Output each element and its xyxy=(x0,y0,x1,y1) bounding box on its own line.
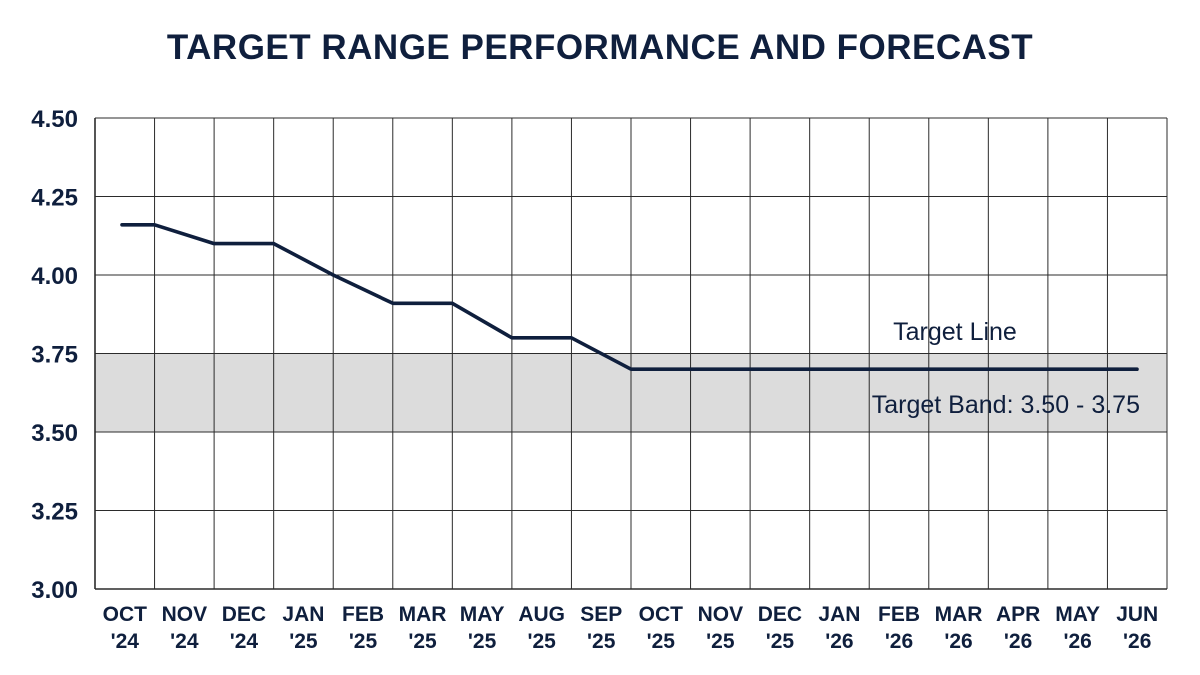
x-tick-label-month: MAY xyxy=(460,603,505,626)
x-axis: OCT '24 NOV '24 DEC '24 JAN '25 FEB '25 MAR '25 MAY '… xyxy=(103,603,1159,653)
x-tick-label-year: '26 xyxy=(825,630,853,653)
y-tick-label: 3.25 xyxy=(31,499,78,526)
annotation-layer: Target Line Target Band: 3.50 - 3.75 xyxy=(872,318,1140,419)
x-tick-label-year: '26 xyxy=(944,630,972,653)
x-tick-label-year: '25 xyxy=(468,630,497,653)
x-tick-label-year: '25 xyxy=(587,630,616,653)
series-layer xyxy=(120,223,1139,371)
x-tick-label-year: '25 xyxy=(289,630,318,653)
x-tick-label-month: DEC xyxy=(758,603,802,626)
y-tick-label: 4.50 xyxy=(31,106,78,133)
x-tick-label-year: '25 xyxy=(647,630,676,653)
x-tick-label-year: '24 xyxy=(111,630,140,653)
x-tick-label-year: '25 xyxy=(408,630,437,653)
x-tick-label-month: FEB xyxy=(878,603,920,626)
x-tick-label-month: AUG xyxy=(518,603,565,626)
target-line-label: Target Line xyxy=(893,318,1017,346)
x-tick-label-month: MAY xyxy=(1055,603,1100,626)
x-tick-label-month: NOV xyxy=(162,603,208,626)
x-tick-label-month: SEP xyxy=(580,603,622,626)
x-tick-label-month: JAN xyxy=(282,603,324,626)
x-tick-label-month: MAR xyxy=(935,603,983,626)
x-tick-label-year: '25 xyxy=(706,630,735,653)
y-axis: 3.00 3.25 3.50 3.75 4.00 4.25 4.50 xyxy=(31,106,78,604)
x-tick-label-month: NOV xyxy=(698,603,744,626)
x-tick-label-month: FEB xyxy=(342,603,384,626)
x-tick-label-month: OCT xyxy=(639,603,684,626)
x-tick-label-year: '24 xyxy=(170,630,199,653)
chart-title: TARGET RANGE PERFORMANCE AND FORECAST xyxy=(166,28,1034,67)
x-tick-label-year: '26 xyxy=(1123,630,1151,653)
grid-layer xyxy=(94,117,1168,590)
x-tick-label-month: JAN xyxy=(818,603,860,626)
x-tick-label-year: '26 xyxy=(1004,630,1032,653)
y-tick-label: 3.75 xyxy=(31,342,78,369)
x-tick-label-year: '26 xyxy=(1063,630,1091,653)
x-tick-label-year: '26 xyxy=(885,630,913,653)
x-tick-label-month: OCT xyxy=(103,603,148,626)
y-tick-label: 3.00 xyxy=(31,577,78,604)
y-tick-label: 4.25 xyxy=(31,185,78,212)
x-tick-label-month: JUN xyxy=(1116,603,1158,626)
target-band-label: Target Band: 3.50 - 3.75 xyxy=(872,391,1140,419)
x-tick-label-month: DEC xyxy=(222,603,266,626)
y-tick-label: 4.00 xyxy=(31,263,78,290)
x-tick-label-year: '24 xyxy=(230,630,259,653)
x-tick-label-year: '25 xyxy=(349,630,378,653)
x-tick-label-year: '25 xyxy=(766,630,795,653)
x-tick-label-month: APR xyxy=(996,603,1040,626)
x-tick-label-month: MAR xyxy=(399,603,447,626)
target-line-series xyxy=(120,223,1139,371)
x-tick-label-year: '25 xyxy=(527,630,556,653)
y-tick-label: 3.50 xyxy=(31,420,78,447)
